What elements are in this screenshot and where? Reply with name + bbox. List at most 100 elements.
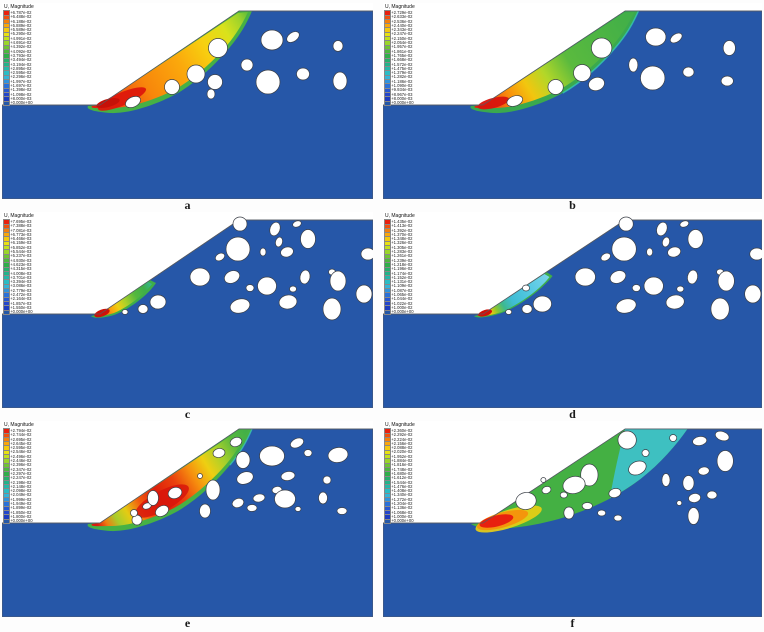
legend-value: +6.159e-03 (10, 240, 32, 246)
legend-swatch (3, 270, 10, 277)
slope-surface-line (2, 219, 373, 315)
legend-value: +4.991e-02 (10, 35, 32, 41)
legend-value: +1.272e-02 (391, 496, 413, 502)
legend-value: +1.022e-02 (391, 300, 413, 306)
legend-row: +2.164e-03 (3, 297, 34, 303)
legend-row: +1.340e-02 (384, 492, 415, 499)
boulder (669, 32, 683, 44)
legend-row: +2.472e-03 (3, 292, 34, 298)
legend-swatch (384, 266, 391, 273)
legend-value: +1.857e-03 (10, 300, 32, 306)
legend-swatch (384, 305, 391, 311)
legend-value: +4.392e-02 (10, 44, 32, 50)
legend-row: +7.695e-03 (3, 219, 34, 225)
legend-swatch (384, 61, 391, 68)
legend-b: U, Magnitude +2.729e-02 +2.633e-02 +2.536e… (384, 4, 415, 107)
slope-surface-line (2, 10, 373, 106)
legend-swatch (384, 249, 391, 255)
legend-swatch (3, 467, 10, 473)
boulder (259, 247, 267, 257)
legend-swatch (384, 49, 391, 55)
legend-row: +2.360e-02 (384, 428, 415, 434)
legend-swatch (3, 258, 10, 264)
legend-row: +1.408e-02 (384, 488, 415, 495)
figure-row-3: U, Magnitude +2.794e-02 +2.744e-02 +2.695e… (0, 421, 764, 630)
legend-value: +1.340e-02 (391, 492, 413, 498)
legend-value: +0.000e+00 (10, 100, 33, 106)
legend-swatch (384, 275, 391, 281)
boulder (676, 285, 685, 293)
boulder (289, 285, 297, 293)
legend-swatch (3, 445, 10, 452)
legend-swatch (3, 432, 10, 439)
legend-value: +7.388e-03 (10, 223, 32, 229)
legend-value: +1.109e-02 (391, 283, 413, 289)
legend-swatch (3, 309, 10, 316)
legend-swatch (384, 27, 391, 34)
boulder (229, 298, 251, 314)
figure-row-1: U, Magnitude +6.787e-02 +6.488e-02 +6.188e… (0, 3, 764, 212)
legend-row: +2.695e-02 (3, 437, 34, 443)
legend-row: +2.297e-02 (3, 471, 34, 477)
legend-row: +1.068e-02 (384, 509, 415, 516)
boulder (303, 449, 313, 457)
legend-value: +5.889e-02 (10, 22, 32, 28)
boulder (581, 502, 593, 510)
legend-row: +1.748e-02 (384, 467, 415, 473)
legend-row: +2.098e-02 (3, 488, 34, 495)
boulder (706, 490, 718, 500)
legend-value: +3.394e-03 (10, 279, 32, 285)
boulder (613, 514, 623, 522)
legend-value: +1.680e-02 (391, 470, 413, 476)
legend-value: +1.999e-02 (10, 496, 32, 502)
shear-band-inner (91, 12, 248, 109)
legend-swatch (3, 232, 10, 238)
boulder (697, 466, 710, 476)
legend-row: +1.098e-02 (3, 92, 34, 98)
legend-row: +6.488e-02 (3, 14, 34, 21)
legend-value: +1.068e-02 (391, 509, 413, 515)
legend-swatch (3, 497, 10, 503)
boulder (744, 284, 762, 304)
legend-value: +1.131e-02 (391, 279, 413, 285)
legend-value: +2.360e-02 (391, 428, 413, 433)
contour-plot-b: U, Magnitude +2.729e-02 +2.633e-02 +2.536e… (383, 3, 762, 199)
boulder (749, 247, 762, 261)
panel-d: U, Magnitude +1.435e-02 +1.413e-02 +1.392e… (383, 212, 762, 421)
legend-row: +1.000e-02 (384, 305, 415, 311)
legend-row: +1.475e-02 (384, 66, 415, 72)
boulder (667, 246, 682, 258)
legend-swatch (3, 100, 10, 107)
legend-row: +6.159e-03 (3, 240, 34, 247)
legend-value: +1.949e-02 (10, 501, 32, 507)
panel-caption-e: e (184, 616, 191, 630)
boulder (207, 74, 223, 90)
boulder (645, 27, 667, 47)
legend-row: +2.645e-02 (3, 441, 34, 447)
legend-value: +2.536e-02 (391, 18, 413, 24)
legend-value: +1.087e-02 (391, 287, 413, 293)
boulder (716, 450, 734, 472)
boulder (541, 486, 552, 494)
legend-swatch (384, 14, 391, 21)
legend-swatch (384, 467, 391, 473)
legend-value: +2.098e-02 (10, 488, 32, 494)
legend-swatch (3, 18, 10, 25)
legend-value: +5.290e-02 (10, 31, 32, 37)
legend-swatch (384, 219, 391, 225)
legend-row: +1.816e-02 (384, 463, 415, 469)
legend-swatch (3, 454, 10, 460)
boulder (640, 65, 666, 91)
legend-value: +9.934e-03 (391, 87, 413, 93)
legend-row: +0.000e+00 (3, 100, 34, 107)
legend-row: +4.008e-03 (3, 270, 34, 277)
boulder (687, 507, 700, 525)
boulder (360, 247, 373, 261)
legend-row: +5.589e-02 (3, 27, 34, 34)
legend-value: +2.198e-02 (10, 479, 32, 485)
legend-value: +1.370e-02 (391, 231, 413, 237)
legend-swatch (384, 70, 391, 77)
legend-value: +0.000e+00 (10, 309, 33, 315)
legend-row: +1.957e-02 (384, 45, 415, 51)
boulder (199, 503, 211, 519)
